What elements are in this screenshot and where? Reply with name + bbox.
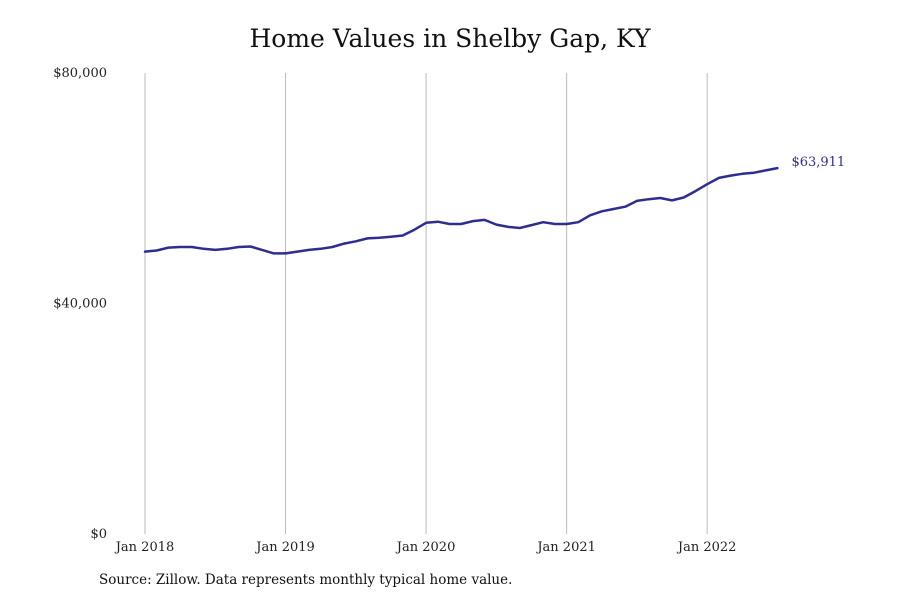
chart-source-note: Source: Zillow. Data represents monthly … bbox=[99, 572, 513, 588]
y-tick-label: $0 bbox=[90, 527, 107, 542]
x-tick-label: Jan 2019 bbox=[254, 540, 315, 555]
chart-title: Home Values in Shelby Gap, KY bbox=[249, 24, 651, 53]
series-layer bbox=[143, 166, 779, 255]
end-value-label: $63,911 bbox=[791, 155, 845, 170]
y-tick-label: $40,000 bbox=[53, 297, 107, 312]
y-axis-ticks: $0 $40,000 $80,000 bbox=[53, 66, 107, 542]
x-axis-ticks: Jan 2018 Jan 2019 Jan 2020 Jan 2021 Jan 2022 bbox=[114, 540, 737, 555]
y-tick-label: $80,000 bbox=[53, 66, 107, 81]
vertical-gridlines bbox=[144, 73, 708, 534]
end-labels: $63,911 bbox=[791, 155, 845, 170]
x-tick-label: Jan 2020 bbox=[395, 540, 456, 555]
x-tick-label: Jan 2018 bbox=[114, 540, 175, 555]
x-tick-label: Jan 2021 bbox=[535, 540, 596, 555]
series-line-0 bbox=[143, 166, 779, 255]
x-tick-label: Jan 2022 bbox=[676, 540, 737, 555]
